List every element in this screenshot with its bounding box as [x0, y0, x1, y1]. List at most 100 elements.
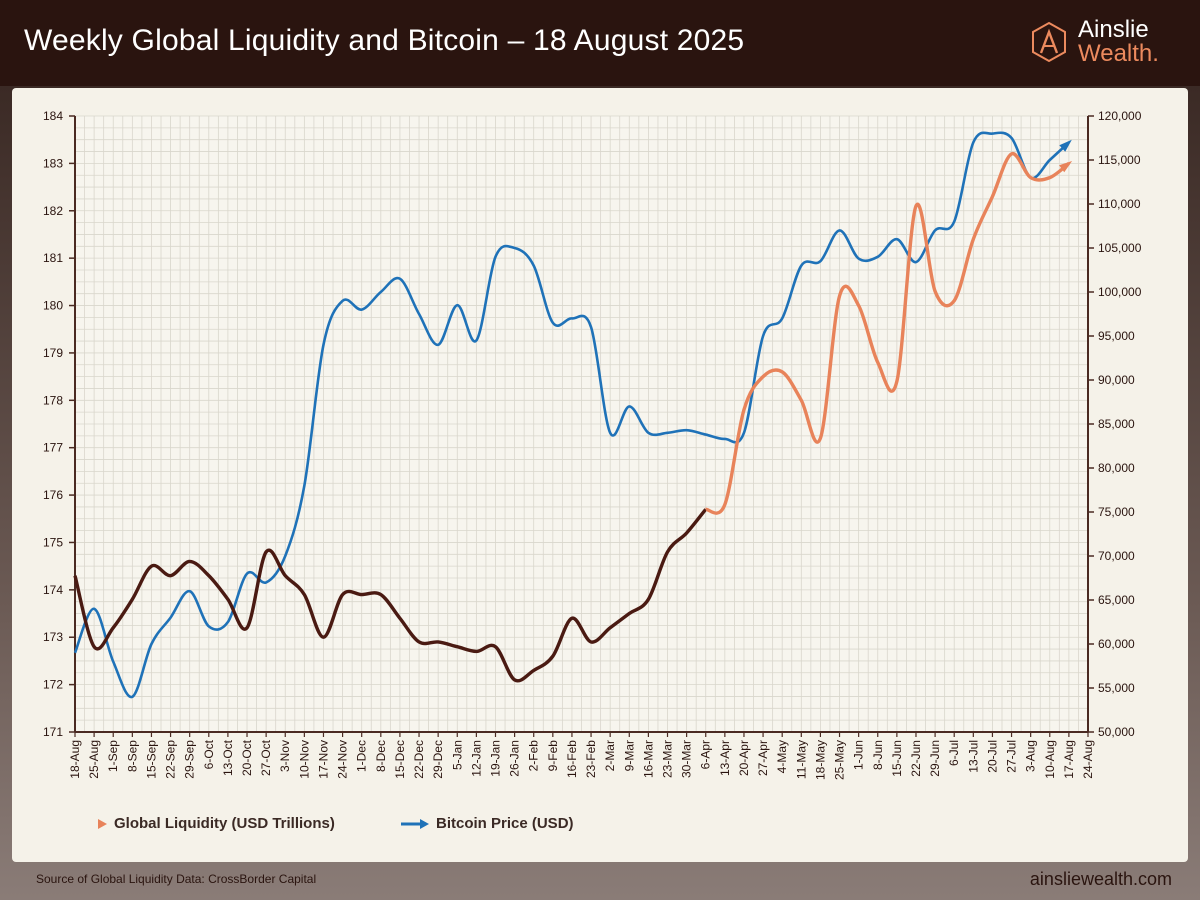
- x-tick-label: 23-Feb: [584, 740, 598, 778]
- x-tick-label: 13-Jul: [966, 740, 980, 773]
- legend-label-liquidity: Global Liquidity (USD Trillions): [114, 815, 335, 832]
- x-tick-label: 1-Sep: [106, 740, 120, 772]
- x-tick-label: 27-Apr: [756, 740, 770, 776]
- y-left-tick-label: 184: [43, 109, 63, 123]
- y-right-tick-label: 115,000: [1098, 153, 1141, 167]
- logo-text-line1: Ainslie: [1078, 16, 1149, 43]
- x-tick-label: 1-Jun: [852, 740, 866, 770]
- x-tick-label: 17-Nov: [316, 740, 330, 779]
- x-tick-label: 2-Mar: [603, 740, 617, 771]
- x-tick-label: 26-Jan: [508, 740, 522, 777]
- x-tick-label: 29-Dec: [431, 740, 445, 779]
- y-right-tick-label: 110,000: [1098, 197, 1141, 211]
- y-left-tick-label: 178: [43, 393, 63, 407]
- legend-arrow-bitcoin-icon: [401, 818, 429, 829]
- y-left-tick-label: 180: [43, 299, 63, 313]
- x-tick-label: 16-Feb: [565, 740, 579, 778]
- x-tick-label: 8-Jun: [871, 740, 885, 770]
- y-left-tick-label: 176: [43, 488, 63, 502]
- y-right-tick-label: 90,000: [1098, 373, 1135, 387]
- y-right-tick-label: 105,000: [1098, 241, 1142, 255]
- x-tick-label: 22-Dec: [412, 740, 426, 779]
- x-tick-label: 24-Aug: [1081, 740, 1095, 779]
- x-tick-label: 20-Apr: [737, 740, 751, 776]
- x-tick-label: 25-May: [833, 740, 847, 780]
- x-tick-label: 11-May: [794, 740, 808, 779]
- source-note: Source of Global Liquidity Data: CrossBo…: [36, 872, 317, 886]
- x-tick-label: 15-Dec: [393, 740, 407, 779]
- y-right-tick-label: 70,000: [1098, 549, 1135, 563]
- x-tick-label: 18-Aug: [68, 740, 82, 779]
- x-tick-label: 20-Jul: [985, 740, 999, 773]
- y-right-tick-label: 100,000: [1098, 285, 1142, 299]
- y-right-tick-label: 80,000: [1098, 461, 1135, 475]
- x-tick-label: 29-Sep: [183, 740, 197, 779]
- series-line-liquidity: [73, 508, 708, 683]
- x-tick-label: 10-Aug: [1043, 740, 1057, 779]
- y-left-tick-label: 183: [43, 156, 63, 170]
- x-tick-label: 22-Sep: [164, 740, 178, 779]
- x-tick-label: 1-Dec: [355, 740, 369, 772]
- x-tick-label: 3-Nov: [278, 740, 292, 772]
- legend-item-bitcoin: Bitcoin Price (USD): [400, 815, 574, 832]
- x-tick-label: 19-Jan: [488, 740, 502, 777]
- y-left-tick-label: 171: [43, 725, 63, 739]
- series-line-bitcoin: [73, 131, 1070, 699]
- y-left-tick-label: 173: [43, 630, 63, 644]
- x-tick-label: 4-May: [775, 740, 789, 773]
- x-tick-label: 3-Aug: [1024, 740, 1038, 772]
- x-tick-label: 12-Jan: [469, 740, 483, 777]
- legend-arrow-liquidity-icon: [79, 818, 107, 829]
- x-tick-label: 27-Jul: [1005, 740, 1019, 773]
- page-title: Weekly Global Liquidity and Bitcoin – 18…: [24, 24, 745, 57]
- x-tick-label: 18-May: [813, 740, 827, 780]
- x-tick-label: 15-Jun: [890, 740, 904, 777]
- x-tick-label: 17-Aug: [1062, 740, 1076, 779]
- header-bar: Weekly Global Liquidity and Bitcoin – 18…: [0, 0, 1200, 86]
- series-line-liquidity-recent: [705, 152, 1070, 515]
- x-tick-label: 13-Oct: [221, 739, 235, 776]
- y-right-tick-label: 120,000: [1098, 109, 1142, 123]
- y-left-tick-label: 181: [43, 251, 63, 265]
- y-right-tick-label: 75,000: [1098, 505, 1135, 519]
- x-tick-label: 20-Oct: [240, 739, 254, 776]
- y-right-tick-label: 55,000: [1098, 681, 1135, 695]
- y-left-tick-label: 172: [43, 678, 63, 692]
- legend-item-liquidity: Global Liquidity (USD Trillions): [78, 815, 335, 832]
- x-tick-label: 16-Mar: [641, 740, 655, 778]
- x-tick-label: 9-Mar: [622, 740, 636, 771]
- arrowhead-liquidity-icon: [1059, 160, 1073, 173]
- x-tick-label: 9-Feb: [546, 740, 560, 772]
- x-tick-label: 8-Dec: [374, 740, 388, 772]
- arrowhead-bitcoin-icon: [1059, 139, 1072, 152]
- x-tick-label: 27-Oct: [259, 739, 273, 776]
- x-tick-label: 15-Sep: [144, 740, 158, 779]
- y-left-tick-label: 177: [43, 441, 63, 455]
- x-tick-label: 10-Nov: [297, 740, 311, 779]
- x-tick-label: 29-Jun: [928, 740, 942, 777]
- logo-text-line2: Wealth.: [1078, 40, 1159, 67]
- x-tick-label: 6-Oct: [202, 739, 216, 769]
- x-tick-label: 8-Sep: [125, 740, 139, 772]
- y-left-tick-label: 179: [43, 346, 63, 360]
- website-link[interactable]: ainsliewealth.com: [1029, 869, 1172, 889]
- y-left-tick-label: 182: [43, 204, 63, 218]
- y-left-tick-label: 174: [43, 583, 63, 597]
- legend-label-bitcoin: Bitcoin Price (USD): [436, 815, 574, 832]
- y-right-tick-label: 95,000: [1098, 329, 1135, 343]
- y-right-tick-label: 85,000: [1098, 417, 1135, 431]
- x-tick-label: 30-Mar: [680, 740, 694, 778]
- x-tick-label: 23-Mar: [661, 740, 675, 778]
- x-tick-label: 6-Jul: [947, 740, 961, 766]
- logo-mark-icon: [1032, 21, 1066, 63]
- y-right-tick-label: 60,000: [1098, 637, 1135, 651]
- x-tick-label: 13-Apr: [718, 740, 732, 776]
- line-chart: 171 172 173 174 175 176 177 178 179 180 181 182 183 1…: [43, 109, 1142, 780]
- x-tick-label: 25-Aug: [87, 740, 101, 779]
- x-tick-label: 24-Nov: [336, 740, 350, 779]
- brand-logo: Ainslie Wealth.: [1028, 14, 1178, 70]
- x-tick-label: 6-Apr: [699, 740, 713, 769]
- x-tick-label: 5-Jan: [450, 740, 464, 770]
- y-right-tick-label: 50,000: [1098, 725, 1135, 739]
- y-left-tick-label: 175: [43, 535, 63, 549]
